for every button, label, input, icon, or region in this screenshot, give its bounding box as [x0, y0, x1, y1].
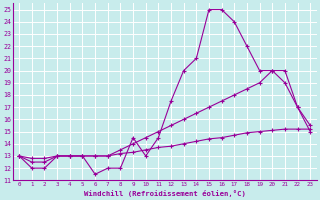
X-axis label: Windchill (Refroidissement éolien,°C): Windchill (Refroidissement éolien,°C) — [84, 190, 246, 197]
